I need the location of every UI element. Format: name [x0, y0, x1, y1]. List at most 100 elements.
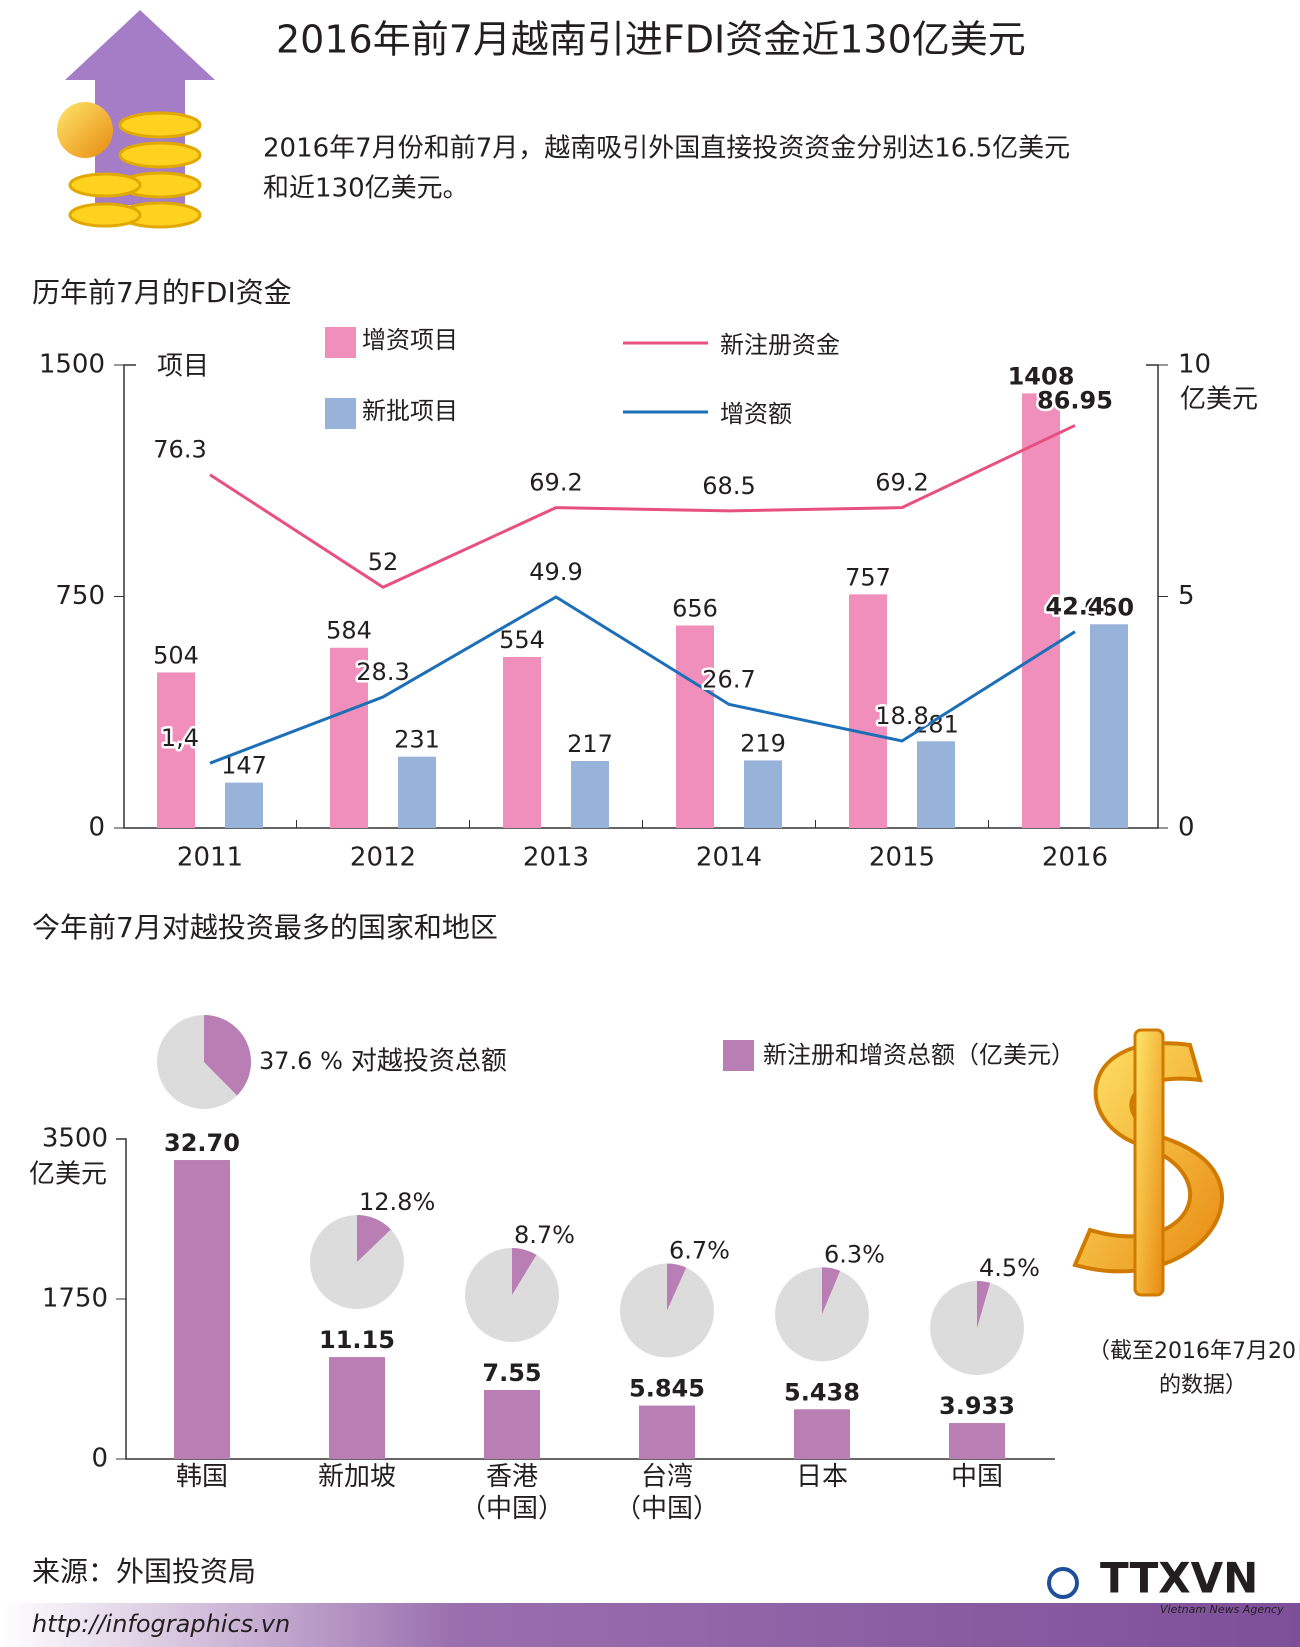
- agency: Vietnam News Agency: [1160, 1603, 1284, 1616]
- line-value-label: 18.8: [875, 702, 928, 730]
- bar: [917, 741, 955, 828]
- bar: [1022, 393, 1060, 828]
- share-label: 4.5%: [979, 1254, 1040, 1282]
- url: http://infographics.vn: [32, 1610, 290, 1638]
- bar-value-label: 660: [1084, 593, 1134, 621]
- x-tick-label: 台湾 （中国）: [614, 1462, 720, 1524]
- subtitle: 和近130亿美元。: [263, 174, 469, 204]
- pie-slice: [357, 1215, 391, 1263]
- share-label: 12.8%: [359, 1188, 435, 1216]
- logo: TTXVN: [1100, 1554, 1258, 1603]
- chart-title: 历年前7月的FDI资金: [32, 276, 292, 309]
- line-value-label: 42.4: [1045, 593, 1104, 621]
- x-tick-label: 日本: [795, 1462, 849, 1492]
- bar: [174, 1160, 230, 1459]
- bar: [639, 1405, 695, 1459]
- pie-slice: [512, 1247, 537, 1295]
- bar: [794, 1409, 850, 1459]
- bar: [849, 594, 887, 828]
- y-tick-label: 1500: [39, 350, 105, 380]
- coins-icon: [68, 111, 202, 229]
- legend-label: 增资额: [720, 400, 792, 428]
- bar-value-label: 217: [567, 730, 613, 758]
- legend-swatch: [723, 1040, 754, 1071]
- y-tick-label: 0: [88, 813, 105, 843]
- chart-title: 今年前7月对越投资最多的国家和地区: [32, 911, 498, 944]
- dollar-decoration: [1072, 1028, 1224, 1297]
- x-tick-label: 香港 （中国）: [459, 1462, 565, 1524]
- x-tick-label: 2013: [523, 843, 589, 873]
- bar-value-label: 5.438: [784, 1378, 860, 1406]
- pie-slice: [204, 1015, 252, 1096]
- x-tick-label: 2011: [177, 843, 243, 873]
- subtitle: 2016年7月份和前7月，越南吸引外国直接投资资金分别达16.5亿美元: [263, 134, 1070, 164]
- bar: [484, 1389, 540, 1459]
- dollar-icon: [57, 102, 113, 158]
- line-value-label: 69.2: [529, 469, 582, 497]
- bar: [157, 672, 195, 828]
- share-label: 8.7%: [514, 1221, 575, 1249]
- bar-value-label: 219: [740, 729, 786, 757]
- y-tick-label: 3500: [42, 1124, 108, 1154]
- x-tick-label: 韩国: [175, 1462, 229, 1492]
- bar: [330, 647, 368, 828]
- bar: [225, 782, 263, 828]
- bar: [676, 625, 714, 828]
- copyright-icon: [1047, 1567, 1079, 1599]
- bar-value-label: 5.845: [629, 1375, 705, 1403]
- line: [209, 595, 1076, 765]
- axis: [123, 364, 1159, 829]
- y2-tick-label: 10: [1178, 350, 1211, 380]
- x-tick-label: 2015: [869, 843, 935, 873]
- line-value-label: 49.9: [529, 558, 582, 586]
- bar-value-label: 584: [326, 617, 372, 645]
- y-axis-label: 亿美元: [29, 1160, 107, 1190]
- bar-value-label: 554: [499, 626, 545, 654]
- pie-slice: [667, 1263, 687, 1311]
- legend-label: 新注册和增资总额（亿美元）: [763, 1041, 1075, 1069]
- legend-swatch: [325, 327, 356, 358]
- bar-value-label: 3.933: [939, 1392, 1015, 1420]
- note: （截至2016年7月20日: [1088, 1339, 1300, 1364]
- share-note: 对越投资总额: [351, 1047, 507, 1077]
- legend-label: 新注册资金: [720, 331, 840, 359]
- x-tick-label: 新加坡: [317, 1462, 397, 1492]
- line-value-label: 28.3: [356, 658, 409, 686]
- line: [209, 424, 1076, 589]
- line-value-label: 69.2: [875, 469, 928, 497]
- bar: [1090, 624, 1128, 828]
- legend-label: 增资项目: [362, 326, 458, 354]
- x-tick-label: 2012: [350, 843, 416, 873]
- bar: [503, 656, 541, 828]
- bar: [949, 1423, 1005, 1459]
- y-tick-label: 750: [55, 581, 105, 611]
- note: 的数据）: [1159, 1373, 1247, 1398]
- axis: [116, 1138, 1055, 1460]
- pie-slice: [822, 1267, 841, 1315]
- line-value-label: 1,4: [161, 724, 199, 752]
- x-tick-label: 2016: [1042, 843, 1108, 873]
- y2-tick-label: 0: [1178, 813, 1195, 843]
- bar-value-label: 281: [913, 710, 959, 738]
- line-value-label: 86.95: [1037, 386, 1113, 414]
- bar-value-label: 231: [394, 726, 440, 754]
- bar: [329, 1357, 385, 1459]
- bar: [398, 756, 436, 828]
- line-value-label: 68.5: [702, 472, 755, 500]
- bar-value-label: 504: [153, 641, 199, 669]
- bar-value-label: 32.70: [164, 1129, 240, 1157]
- line-value-label: 26.7: [702, 665, 755, 693]
- source: 来源：外国投资局: [32, 1555, 256, 1588]
- y-tick-label: 0: [91, 1444, 108, 1474]
- y2-axis-label: 亿美元: [1180, 385, 1258, 415]
- x-tick-label: 中国: [950, 1462, 1004, 1492]
- y-axis-label: 项目: [157, 352, 209, 382]
- x-tick-label: 2014: [696, 843, 762, 873]
- bar-value-label: 656: [672, 595, 718, 623]
- bar-value-label: 11.15: [319, 1326, 395, 1354]
- line-value-label: 52: [368, 548, 399, 576]
- line-value-label: 76.3: [153, 436, 206, 464]
- bar-value-label: 1408: [1008, 362, 1075, 390]
